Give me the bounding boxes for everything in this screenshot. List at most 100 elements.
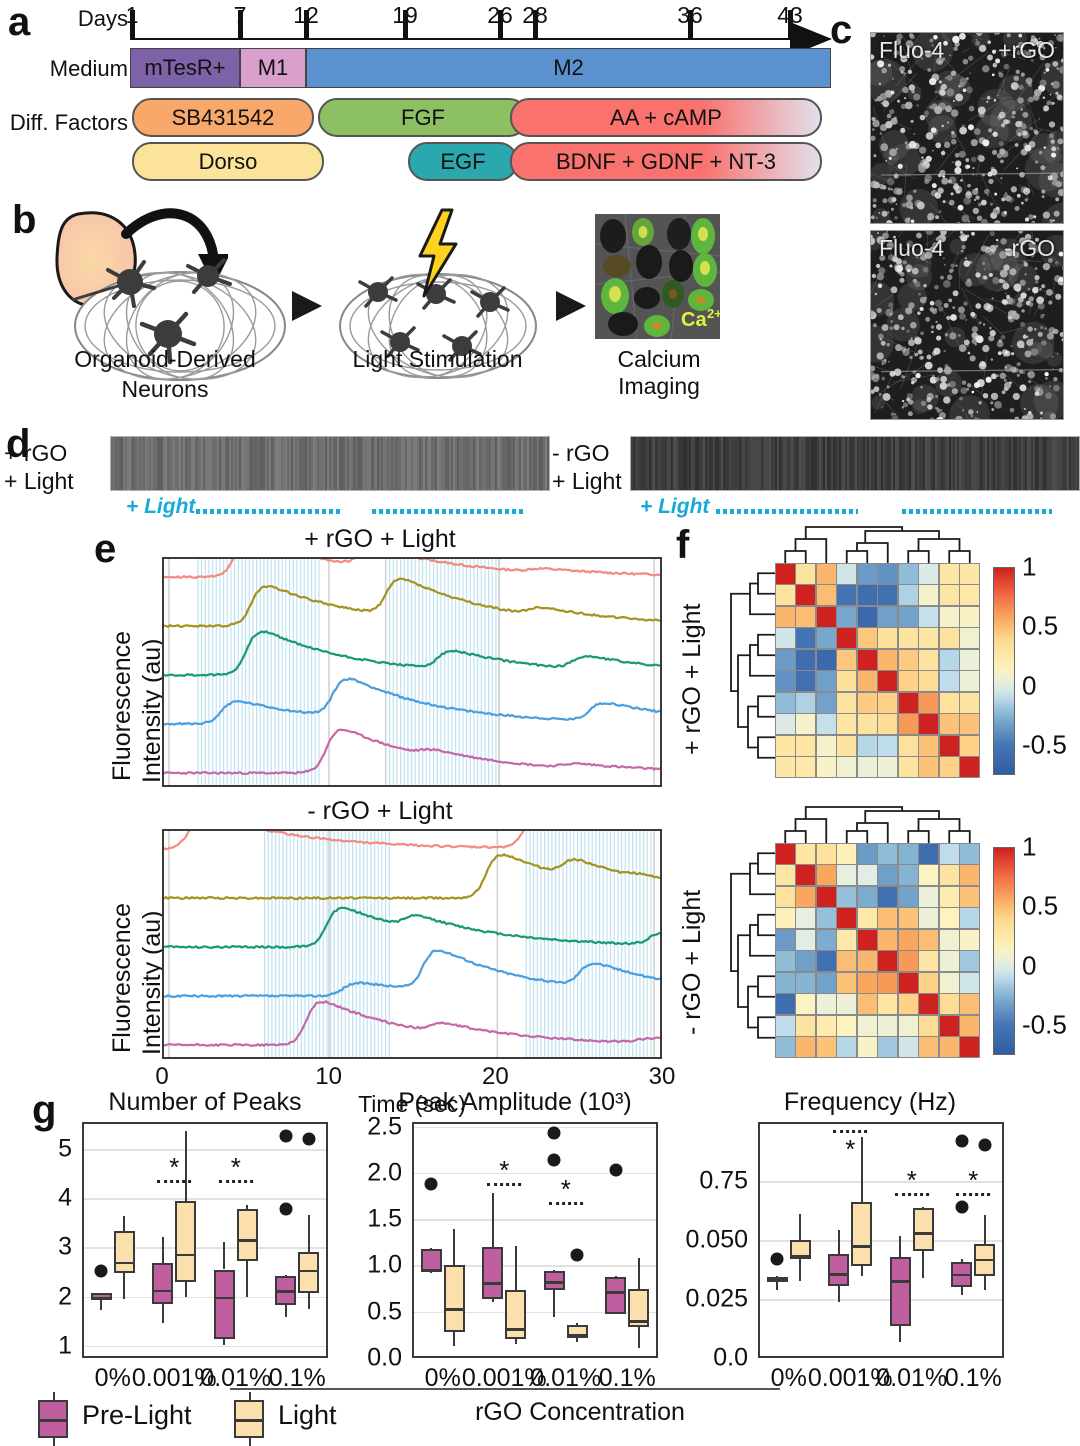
heatmap-cell [858,736,877,756]
panel-b-workflow: b [0,196,840,421]
heatmap-1-row-dendrogram [728,563,776,778]
y-tick-label: 0.025 [685,1285,748,1314]
whisker-lower [961,1287,963,1295]
raster-2-light-label: + Light [640,495,709,519]
trace-line [164,908,662,948]
median-line [275,1290,296,1293]
whisker-lower [984,1276,986,1290]
factor-pill-EGF: EGF [408,142,518,181]
heatmap-cell [776,844,795,864]
whisker-lower [553,1290,555,1317]
heatmap-cell [858,865,877,885]
trace-canvas [164,831,662,1059]
gridline [84,1346,326,1348]
sig-star: * [968,1165,978,1196]
sig-bracket [157,1180,191,1183]
heatmap-cell [919,1016,938,1036]
box-Light-0.01% [913,1208,934,1252]
raster-plot-plus-rgo [110,436,550,491]
y-tick-label: 0.0 [367,1344,402,1373]
heatmap-cell [878,865,897,885]
whisker-upper [922,1207,924,1208]
heatmap-cell [858,607,877,627]
box-Light-0.001% [505,1290,526,1339]
heatmap-cell [858,650,877,670]
heatmap-cell [960,650,979,670]
trace-line [164,951,662,997]
heatmap-cell [878,930,897,950]
heatmap-cell [837,973,856,993]
whisker-upper [430,1248,432,1249]
heatmap-cell [776,951,795,971]
heatmap-cell [837,585,856,605]
days-row-label: Days [52,6,128,32]
heatmap-cell [837,865,856,885]
heatmap-cell [858,844,877,864]
heatmap-cell [960,714,979,734]
lightning-bolt-icon [412,208,464,298]
gridline [414,1127,656,1129]
whisker-lower [776,1281,778,1289]
heatmap-cell [940,564,959,584]
heatmap-cell [878,1037,897,1057]
timeline-tick-label: 26 [487,2,513,29]
heatmap-cell [837,736,856,756]
panel-e-traces: e + rGO + Light Fluorescence Intensity (… [90,525,670,1080]
heatmap-cell [796,1016,815,1036]
medium-segment-M2: M2 [306,48,831,88]
whisker-lower [162,1304,164,1323]
heatmap-cell [899,650,918,670]
colorbar-tick-label: 0 [1022,950,1036,981]
panel-c-label: c [830,10,852,50]
raster-1-cond-line1: + rGO [4,440,67,466]
heatmap-cell [960,844,979,864]
heatmap-cell [878,585,897,605]
median-line [567,1334,588,1337]
heatmap-cell [940,865,959,885]
heatmap-cell [817,887,836,907]
whisker-upper [899,1236,901,1257]
heatmap-cell [899,757,918,777]
colorbar-tick-label: 0 [1022,670,1036,701]
flow-arrow-1-icon [292,291,322,321]
colorbar-tick-label: 1 [1022,552,1036,583]
factor-pill-AA + cAMP: AA + cAMP [510,98,822,137]
heatmap-cell [919,1037,938,1057]
heatmap-cell [940,650,959,670]
raster-1-cond-line2: + Light [4,468,74,494]
micrograph-2-dye-label: Fluo-4 [879,235,944,262]
median-line [298,1270,319,1273]
sig-bracket [895,1193,929,1196]
median-line [482,1282,503,1285]
factors-row-label: Diff. Factors [0,110,128,136]
light-dot-run [196,509,340,515]
outlier-point [279,1203,292,1216]
whisker-lower [838,1286,840,1302]
y-tick-label: 0.050 [685,1226,748,1255]
outlier-point [771,1253,784,1266]
heatmap-2-column-dendrogram [775,805,980,847]
svg-text:2+: 2+ [707,306,720,321]
factor-pill-FGF: FGF [318,98,528,137]
timeline-tick-label: 43 [777,2,803,29]
timeline-axis [130,38,830,40]
panel-g-boxplots: g Number of Peaks Peak Amplitude (10³) F… [0,1082,1080,1442]
light-dot-run [902,509,1052,515]
heatmap-cell [919,757,938,777]
outlier-point [302,1133,315,1146]
heatmap-cell [817,951,836,971]
whisker-lower [899,1326,901,1342]
trace-chart-2-plot [162,829,662,1059]
heatmap-cell [796,865,815,885]
step-2-caption-line1: Light Stimulation [330,346,545,373]
heatmap-cell [940,671,959,691]
heatmap-cell [837,671,856,691]
trace-chart-1-ylabel-line1: Fluorescence [108,631,137,781]
gridline [760,1181,1002,1183]
medium-segment-M1: M1 [240,48,306,88]
box-Pre-Light-0.1% [605,1277,626,1314]
y-tick-label: 2.0 [367,1158,402,1187]
trace-line [164,1001,662,1046]
heatmap-1-row-label: + rGO + Light [678,604,707,755]
heatmap-cell [960,1037,979,1057]
